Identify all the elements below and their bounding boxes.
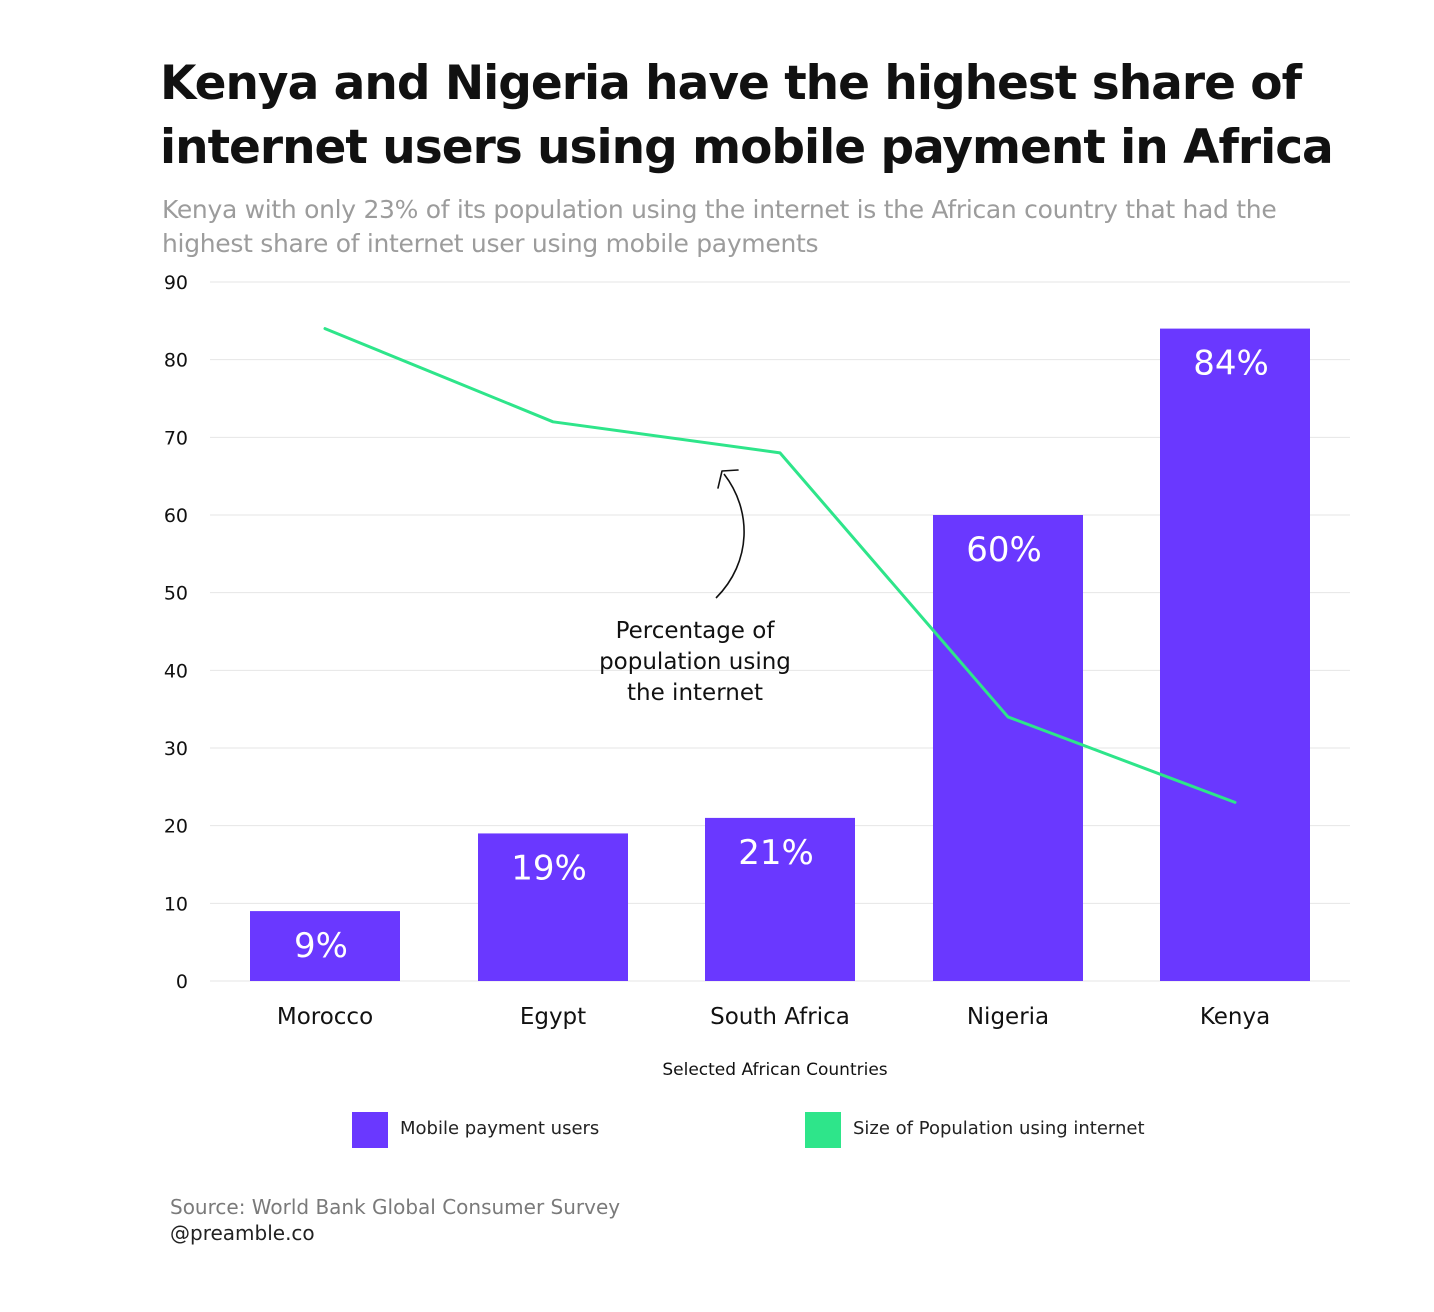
- bar-nigeria: [933, 515, 1083, 981]
- annotation-arrow: [715, 473, 745, 599]
- chart-title: Kenya and Nigeria have the highest share…: [160, 56, 1334, 175]
- y-tick-label: 20: [164, 816, 188, 838]
- bars: [250, 328, 1310, 982]
- bar-value-label: 60%: [966, 530, 1042, 570]
- bar-egypt: [478, 833, 628, 981]
- annotation-arrowhead: [717, 469, 739, 489]
- chart-subtitle: Kenya with only 23% of its population us…: [162, 195, 1277, 258]
- legend-item-mobile-payment: Mobile payment users: [352, 1112, 599, 1148]
- y-tick-label: 30: [164, 738, 188, 760]
- y-tick-label: 50: [164, 583, 188, 605]
- y-tick-label: 0: [176, 971, 188, 993]
- bar-morocco: [250, 911, 400, 981]
- internet-line: [323, 327, 1237, 804]
- bar-value-label: 21%: [738, 833, 814, 873]
- y-tick-label: 90: [164, 272, 188, 294]
- line-internet-users: [323, 327, 1237, 804]
- y-tick-label: 60: [164, 505, 188, 527]
- x-tick-label: South Africa: [710, 1004, 850, 1030]
- y-tick-label: 70: [164, 427, 188, 449]
- y-tick-label: 10: [164, 893, 188, 915]
- bar-south-africa: [705, 817, 855, 981]
- x-tick-label: Egypt: [520, 1004, 586, 1030]
- x-axis-ticks: Morocco Egypt South Africa Nigeria Kenya: [277, 1004, 1270, 1030]
- source-note: Source: World Bank Global Consumer Surve…: [170, 1195, 621, 1219]
- annotation: Percentage of population using the interne…: [599, 469, 791, 706]
- x-axis-title: Selected African Countries: [662, 1060, 887, 1080]
- bar-value-label: 19%: [511, 848, 587, 888]
- bar-value-labels: 9% 19% 21% 60% 84%: [294, 344, 1269, 966]
- y-tick-label: 40: [164, 660, 188, 682]
- bar-value-label: 84%: [1193, 344, 1269, 384]
- y-axis-ticks: 0 10 20 30 40 50 60 70 80 90: [164, 272, 188, 993]
- legend-label-bar: Mobile payment users: [400, 1117, 600, 1139]
- legend-swatch-line: [805, 1112, 841, 1148]
- y-tick-label: 80: [164, 350, 188, 372]
- x-tick-label: Nigeria: [967, 1004, 1049, 1030]
- annotation-text: Percentage of population using the interne…: [599, 618, 791, 706]
- author-handle: @preamble.co: [170, 1221, 315, 1245]
- legend-swatch-bar: [352, 1112, 388, 1148]
- bar-value-label: 9%: [294, 926, 348, 966]
- bar-kenya: [1160, 328, 1310, 982]
- legend-item-internet: Size of Population using internet: [805, 1112, 1145, 1148]
- x-tick-label: Morocco: [277, 1004, 373, 1030]
- legend-label-line: Size of Population using internet: [853, 1117, 1145, 1139]
- combo-chart: 0 10 20 30 40 50 60 70 80 90 9% 19% 21% 60% 84% Moroc…: [164, 272, 1350, 1080]
- x-tick-label: Kenya: [1200, 1004, 1270, 1030]
